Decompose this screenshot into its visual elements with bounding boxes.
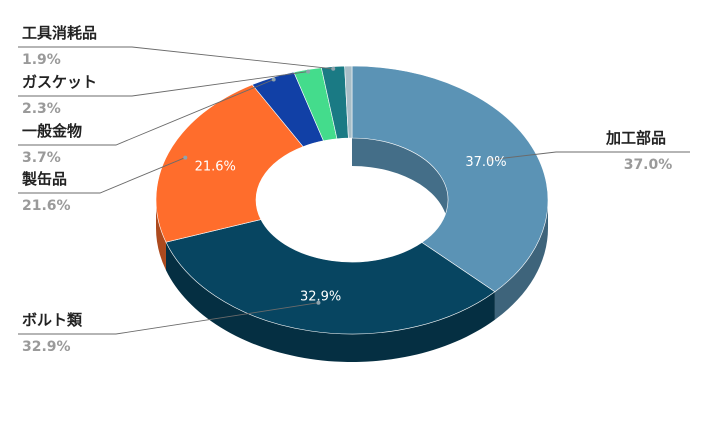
slice-side-kakou-buhin: [494, 200, 548, 320]
label-value-ippan-kanamono: 3.7%: [22, 150, 61, 166]
leader-dot-gasket: [306, 69, 311, 74]
inside-label-kakou-buhin: 37.0%: [465, 155, 506, 170]
slice-labels: 37.0% 32.9% 21.6% 加工部品 37.0% ボルト類 32.9% 製缶品 21.6…: [21, 24, 672, 355]
leader-dot-bolt: [316, 300, 321, 305]
slice-seikan: [155, 84, 304, 243]
label-name-bolt: ボルト類: [22, 311, 83, 329]
leader-dot-seikan: [183, 155, 188, 160]
label-value-kakou-buhin: 37.0%: [624, 157, 673, 173]
slice-inner-wall-kakou-buhin: [352, 138, 448, 228]
label-value-kougu: 1.9%: [22, 52, 61, 68]
leader-line-ippan-kanamono: [18, 79, 274, 146]
label-name-gasket: ガスケット: [22, 73, 97, 91]
slice-rest: [344, 65, 353, 139]
inside-label-seikan: 21.6%: [195, 160, 236, 175]
label-name-kougu: 工具消耗品: [22, 24, 97, 42]
slice-side-seikan: [156, 200, 166, 271]
slice-kakou-buhin: [351, 65, 549, 293]
leader-line-bolt: [18, 302, 319, 335]
inside-label-bolt: 32.9%: [300, 290, 341, 305]
slice-bolt: [165, 219, 496, 335]
donut-side-walls: [156, 200, 548, 363]
leader-line-kakou-buhin: [490, 151, 690, 161]
label-value-seikan: 21.6%: [22, 198, 71, 214]
slice-side-bolt: [165, 242, 495, 363]
leader-lines: [18, 46, 690, 335]
leader-line-seikan: [18, 157, 186, 194]
leader-dot-kougu: [331, 66, 336, 71]
leader-dot-kakou-buhin: [488, 157, 493, 162]
leader-line-kougu: [18, 46, 334, 70]
label-name-kakou-buhin: 加工部品: [605, 129, 666, 147]
label-name-ippan-kanamono: 一般金物: [22, 122, 82, 140]
leader-dot-ippan-kanamono: [271, 77, 276, 82]
leader-line-gasket: [18, 71, 309, 97]
donut-inner-walls: [352, 138, 448, 228]
label-value-bolt: 32.9%: [22, 339, 71, 355]
label-name-seikan: 製缶品: [21, 170, 67, 188]
donut-top-faces: [155, 65, 549, 335]
label-value-gasket: 2.3%: [22, 101, 61, 117]
